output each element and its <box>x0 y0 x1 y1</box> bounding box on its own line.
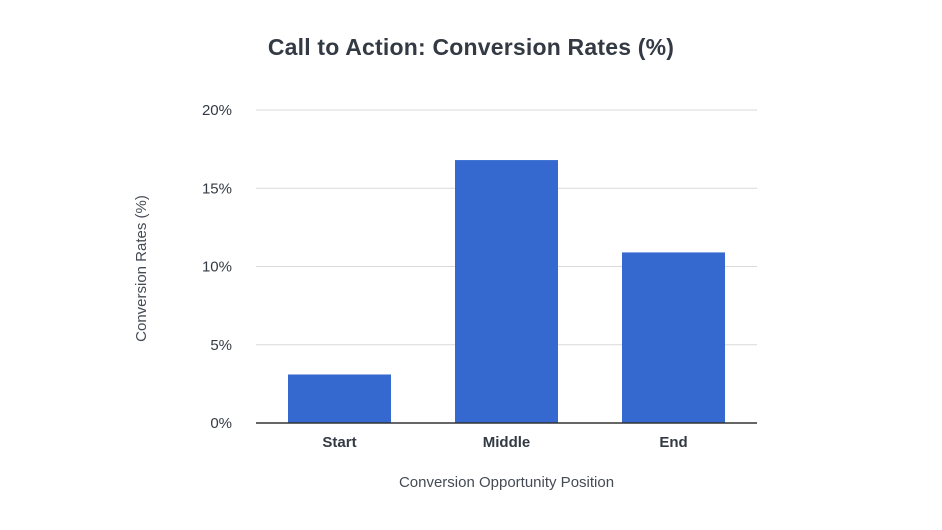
y-tick-label: 15% <box>202 180 232 197</box>
bar <box>455 160 558 423</box>
x-tick-label: End <box>659 434 687 451</box>
y-tick-label: 5% <box>210 337 232 354</box>
x-axis-title: Conversion Opportunity Position <box>399 474 614 491</box>
y-tick-label: 10% <box>202 259 232 276</box>
y-axis-title: Conversion Rates (%) <box>133 195 150 342</box>
y-tick-label: 0% <box>210 415 232 432</box>
bar <box>288 374 391 423</box>
y-tick-label: 20% <box>202 102 232 119</box>
x-tick-label: Start <box>322 434 356 451</box>
x-tick-label: Middle <box>483 434 531 451</box>
bar <box>622 252 725 423</box>
chart-title: Call to Action: Conversion Rates (%) <box>267 34 675 60</box>
